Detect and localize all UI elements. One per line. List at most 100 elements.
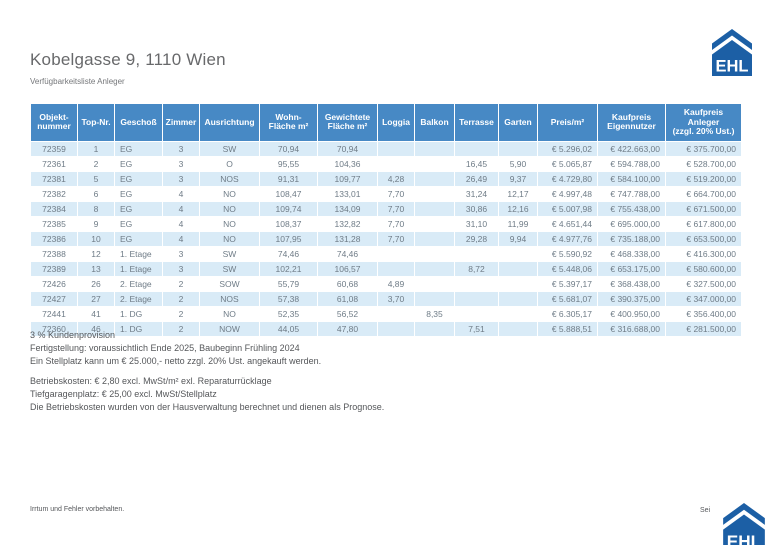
table-cell: SW bbox=[199, 245, 260, 262]
table-cell: 7,70 bbox=[377, 185, 415, 202]
table-cell: € 5.007,98 bbox=[537, 200, 598, 217]
table-cell: 5,90 bbox=[498, 155, 538, 172]
table-cell bbox=[414, 290, 455, 307]
house-roof-icon bbox=[723, 503, 765, 525]
page-subtitle: Verfügbarkeitsliste Anleger bbox=[30, 77, 125, 86]
table-cell: NO bbox=[199, 305, 260, 322]
table-cell: 2. Etage bbox=[114, 290, 163, 307]
table-cell bbox=[414, 140, 455, 157]
table-cell: € 5.448,06 bbox=[537, 260, 598, 277]
column-header: Geschoß bbox=[114, 103, 163, 142]
column-header: Terrasse bbox=[454, 103, 499, 142]
table-cell: 134,09 bbox=[317, 200, 378, 217]
table-cell: € 422.663,00 bbox=[597, 140, 666, 157]
table-body: 72359 1 EG 3 SW 70,94 70,94 € 5.296,02 € 422.663… bbox=[30, 140, 742, 337]
table-cell bbox=[377, 260, 415, 277]
table-cell: € 580.600,00 bbox=[665, 260, 742, 277]
table-cell: NOS bbox=[199, 170, 260, 187]
table-cell: 60,68 bbox=[317, 275, 378, 292]
table-cell: 2. Etage bbox=[114, 275, 163, 292]
table-cell: 2 bbox=[162, 320, 200, 337]
table-cell: 3 bbox=[162, 260, 200, 277]
table-cell: € 653.175,00 bbox=[597, 260, 666, 277]
table-cell: 9 bbox=[77, 215, 115, 232]
table-cell: NOS bbox=[199, 290, 260, 307]
table-cell: € 468.338,00 bbox=[597, 245, 666, 262]
table-cell: 72385 bbox=[30, 215, 78, 232]
table-cell: NO bbox=[199, 200, 260, 217]
table-cell: 72384 bbox=[30, 200, 78, 217]
table-cell: € 5.590,92 bbox=[537, 245, 598, 262]
table-cell: 132,82 bbox=[317, 215, 378, 232]
table-cell: EG bbox=[114, 170, 163, 187]
table-cell: € 400.950,00 bbox=[597, 305, 666, 322]
table-cell: 72389 bbox=[30, 260, 78, 277]
table-cell: EG bbox=[114, 215, 163, 232]
table-cell: 102,21 bbox=[259, 260, 318, 277]
table-cell: 44,05 bbox=[259, 320, 318, 337]
notes-block-2: Betriebskosten: € 2,80 excl. MwSt/m² exl… bbox=[30, 375, 384, 414]
table-cell bbox=[498, 320, 538, 337]
table-cell: € 347.000,00 bbox=[665, 290, 742, 307]
note-line: 3 % Kundenprovision bbox=[30, 330, 116, 340]
table-row: 72361 2 EG 3 O 95,55 104,36 16,45 5,90 € 5.065,87… bbox=[30, 155, 742, 172]
table-cell: € 5.888,51 bbox=[537, 320, 598, 337]
table-cell: 12,16 bbox=[498, 200, 538, 217]
note-line: Betriebskosten: € 2,80 excl. MwSt/m² exl… bbox=[30, 376, 272, 386]
table-cell: € 5.681,07 bbox=[537, 290, 598, 307]
table-cell: 16,45 bbox=[454, 155, 499, 172]
table-cell: € 653.500,00 bbox=[665, 230, 742, 247]
table-cell: 2 bbox=[162, 290, 200, 307]
table-cell: € 695.000,00 bbox=[597, 215, 666, 232]
note-line: Fertigstellung: voraussichtlich Ende 202… bbox=[30, 343, 300, 353]
table-cell: € 664.700,00 bbox=[665, 185, 742, 202]
table-cell bbox=[377, 245, 415, 262]
table-cell: € 368.438,00 bbox=[597, 275, 666, 292]
table-cell: 72388 bbox=[30, 245, 78, 262]
table-cell: € 375.700,00 bbox=[665, 140, 742, 157]
table-cell: 72382 bbox=[30, 185, 78, 202]
table-cell: NO bbox=[199, 215, 260, 232]
table-cell: 72360 bbox=[30, 320, 78, 337]
table-cell: 12 bbox=[77, 245, 115, 262]
column-header: Preis/m² bbox=[537, 103, 598, 142]
note-line: Die Betriebskosten wurden von der Hausve… bbox=[30, 402, 385, 412]
table-row: 72385 9 EG 4 NO 108,37 132,82 7,70 31,10 11,99 € 4… bbox=[30, 215, 742, 232]
table-cell: 41 bbox=[77, 305, 115, 322]
table-cell bbox=[498, 275, 538, 292]
table-cell: EG bbox=[114, 185, 163, 202]
table-cell: 10 bbox=[77, 230, 115, 247]
table-cell bbox=[414, 260, 455, 277]
table-cell: 52,35 bbox=[259, 305, 318, 322]
table-cell: SOW bbox=[199, 275, 260, 292]
column-header: Balkon bbox=[414, 103, 455, 142]
table-cell bbox=[454, 290, 499, 307]
table-cell: 91,31 bbox=[259, 170, 318, 187]
table-cell: 30,86 bbox=[454, 200, 499, 217]
column-header: Loggia bbox=[377, 103, 415, 142]
table-cell: 3 bbox=[162, 245, 200, 262]
table-cell: EG bbox=[114, 155, 163, 172]
table-cell: EG bbox=[114, 200, 163, 217]
note-line: Tiefgaragenplatz: € 25,00 excl. MwSt/Ste… bbox=[30, 389, 217, 399]
table-cell: 7,70 bbox=[377, 215, 415, 232]
table-row: 72359 1 EG 3 SW 70,94 70,94 € 5.296,02 € 422.663… bbox=[30, 140, 742, 157]
table-cell: 109,77 bbox=[317, 170, 378, 187]
table-cell: 6 bbox=[77, 185, 115, 202]
logo-box bbox=[712, 40, 752, 76]
table-cell: SW bbox=[199, 140, 260, 157]
table-cell: 109,74 bbox=[259, 200, 318, 217]
column-header: Zimmer bbox=[162, 103, 200, 142]
footer-disclaimer: Irrtum und Fehler vorbehalten. bbox=[30, 506, 125, 513]
availability-table: Objekt- nummer Top-Nr. Geschoß Zimmer Ausric… bbox=[30, 103, 742, 337]
table-cell bbox=[377, 320, 415, 337]
table-cell: 70,94 bbox=[317, 140, 378, 157]
table-cell: € 5.397,17 bbox=[537, 275, 598, 292]
table-cell: 9,37 bbox=[498, 170, 538, 187]
table-cell: € 4.729,80 bbox=[537, 170, 598, 187]
page-title: Kobelgasse 9, 1110 Wien bbox=[30, 50, 226, 69]
table-cell: 31,24 bbox=[454, 185, 499, 202]
table-cell: NO bbox=[199, 230, 260, 247]
table-cell: 13 bbox=[77, 260, 115, 277]
